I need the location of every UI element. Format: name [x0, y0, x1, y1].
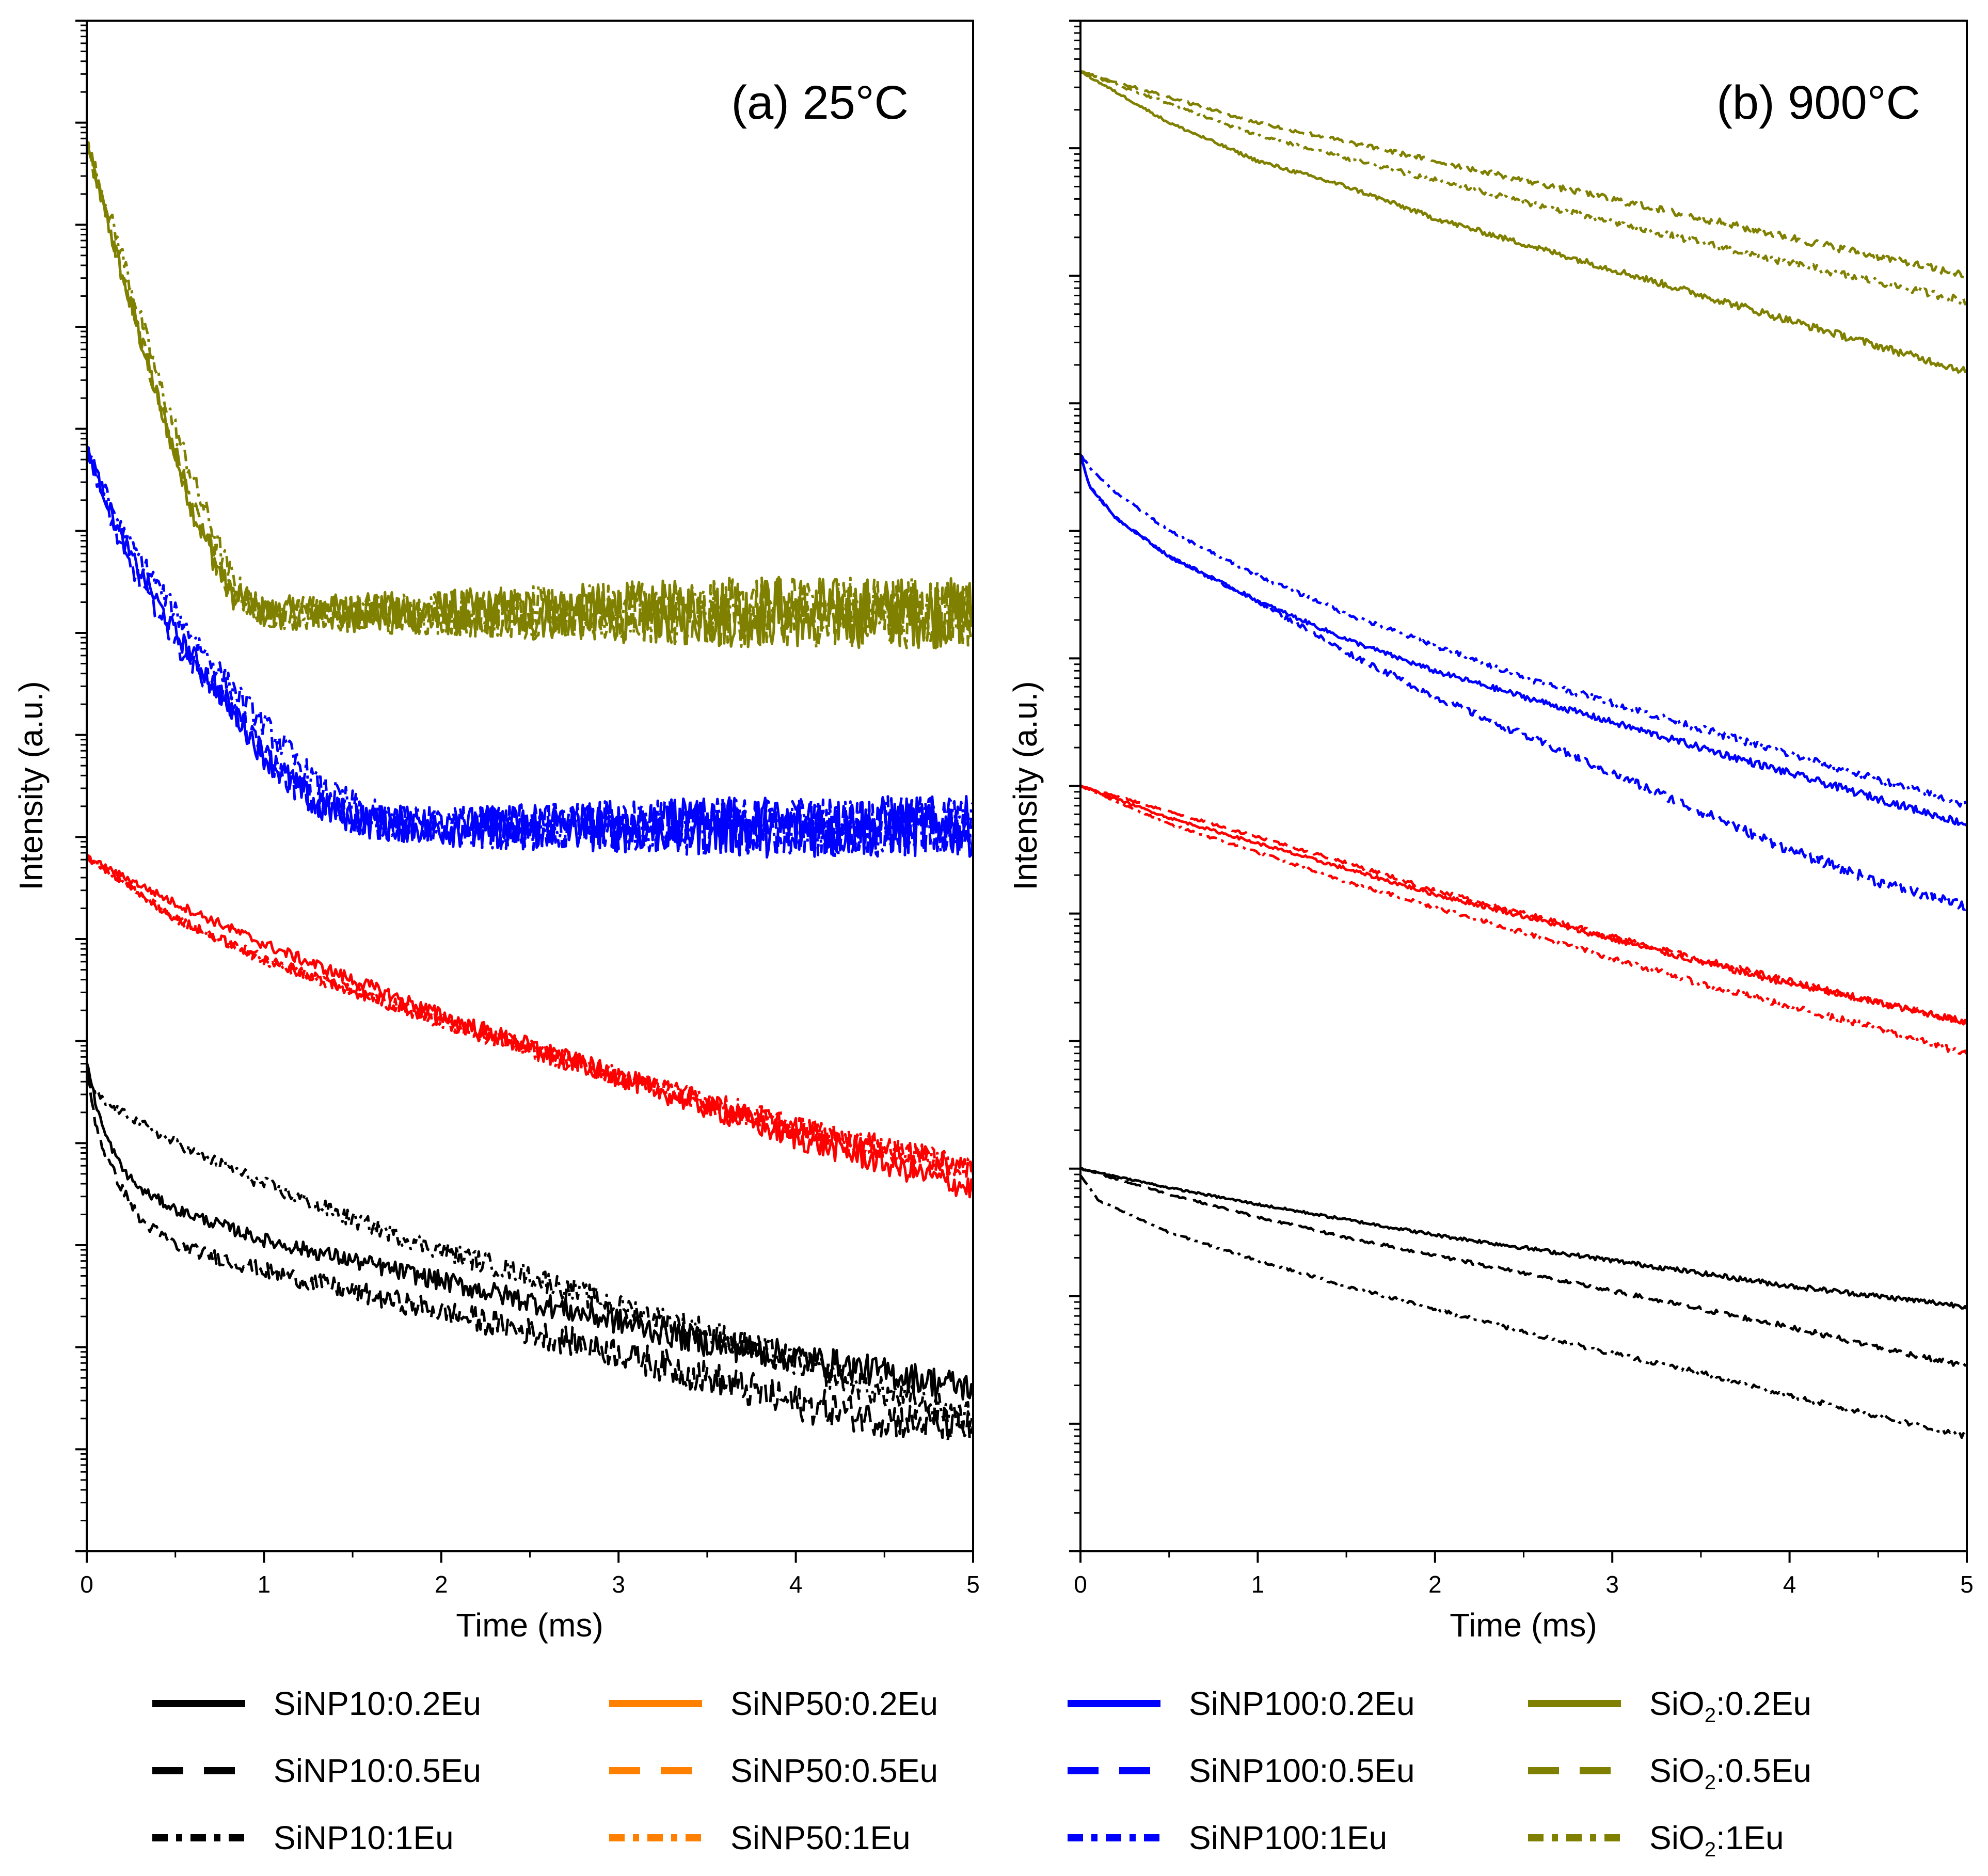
curve-a-sinp10-1eu [87, 1077, 973, 1433]
panel-b-ylabel: Intensity (a.u.) [1007, 681, 1044, 891]
legend-label-suffix: :1Eu [1716, 1819, 1784, 1856]
panel-b-title: (b) 900°C [1716, 76, 1920, 129]
panel-a-curves [87, 140, 973, 1443]
legend-label-sinp10-0-2eu: SiNP10:0.2Eu [274, 1685, 481, 1722]
legend-label-sio2-0-2eu: SiO2:0.2Eu [1649, 1685, 1811, 1727]
curve-b-sinp50-1eu [1080, 785, 1967, 1056]
legend-label-sinp10-1eu: SiNP10:1Eu [274, 1819, 454, 1856]
xtick-label-b-2: 2 [1428, 1571, 1442, 1598]
panel-a-25C: 0 1 2 3 4 5 (a) 25°C Time (ms) Intensity (a.u… [12, 20, 980, 1644]
legend-label-subscript: 2 [1705, 1771, 1716, 1794]
legend-label-text: SiNP50:0.5Eu [730, 1752, 938, 1789]
curve-b-sinp100-1eu [1080, 454, 1967, 809]
legend-label-base: SiO [1649, 1752, 1705, 1789]
legend-label-suffix: :0.5Eu [1716, 1752, 1811, 1789]
xtick-label-b-3: 3 [1605, 1571, 1619, 1598]
xtick-label-b-4: 4 [1783, 1571, 1796, 1598]
curve-a-sinp10-0-2eu [87, 1062, 973, 1401]
panel-b-curves [1080, 70, 1967, 1439]
legend-label-text: SiNP10:0.2Eu [274, 1685, 481, 1722]
legend-label-text: SiNP10:1Eu [274, 1819, 454, 1856]
panel-b-xlabel: Time (ms) [1450, 1607, 1597, 1644]
curve-a-sio2-1eu [87, 141, 973, 649]
legend-label-sinp50-1eu: SiNP50:1Eu [730, 1819, 911, 1856]
legend-label-sinp10-0-5eu: SiNP10:0.5Eu [274, 1752, 481, 1789]
panel-b-900C: 0 1 2 3 4 5 (b) 900°C Time (ms) Intensity (a.… [1007, 20, 1974, 1644]
legend-label-sinp100-0-2eu: SiNP100:0.2Eu [1189, 1685, 1415, 1722]
panel-a-ticks: 0 1 2 3 4 5 [75, 20, 980, 1598]
legend-label-text: SiNP50:0.2Eu [730, 1685, 938, 1722]
curve-b-sinp50-0-5eu [1080, 785, 1967, 1026]
legend-label-subscript: 2 [1705, 1838, 1716, 1861]
curve-a-sinp100-0-5eu [87, 447, 973, 857]
curve-a-sinp50-1eu [87, 856, 973, 1180]
legend-label-text: SiNP50:1Eu [730, 1819, 911, 1856]
curve-b-sinp100-0-5eu [1080, 454, 1967, 911]
legend-label-sio2-0-5eu: SiO2:0.5Eu [1649, 1752, 1811, 1794]
panel-a-title: (a) 25°C [731, 76, 909, 129]
xtick-label-a-5: 5 [966, 1571, 980, 1598]
legend-label-sio2-1eu: SiO2:1Eu [1649, 1819, 1784, 1861]
xtick-label-a-2: 2 [435, 1571, 448, 1598]
panel-a-xlabel: Time (ms) [456, 1607, 603, 1644]
legend-label-sinp50-0-2eu: SiNP50:0.2Eu [730, 1685, 938, 1722]
legend-label-text: SiNP100:0.2Eu [1189, 1685, 1415, 1722]
curve-b-sio2-0-2eu [1080, 70, 1967, 374]
legend: SiNP10:0.2Eu SiNP10:0.5Eu SiNP10:1Eu SiNP50… [152, 1685, 1811, 1861]
xtick-label-a-3: 3 [612, 1571, 625, 1598]
xtick-label-b-0: 0 [1074, 1571, 1087, 1598]
legend-label-sinp50-0-5eu: SiNP50:0.5Eu [730, 1752, 938, 1789]
legend-label-text: SiNP100:1Eu [1189, 1819, 1387, 1856]
legend-label-text: SiNP10:0.5Eu [274, 1752, 481, 1789]
legend-label-base: SiO [1649, 1819, 1705, 1856]
xtick-label-b-5: 5 [1960, 1571, 1974, 1598]
panel-b-ticks: 0 1 2 3 4 5 [1069, 20, 1974, 1598]
curve-a-sinp100-1eu [87, 446, 973, 859]
legend-label-suffix: :0.2Eu [1716, 1685, 1811, 1722]
curve-a-sinp10-0-5eu [87, 1068, 973, 1443]
xtick-label-a-0: 0 [80, 1571, 93, 1598]
panel-a-ylabel: Intensity (a.u.) [12, 681, 50, 891]
xtick-label-a-1: 1 [258, 1571, 271, 1598]
curve-b-sinp10-0-5eu [1080, 1167, 1967, 1368]
legend-label-sinp100-1eu: SiNP100:1Eu [1189, 1819, 1387, 1856]
xtick-label-a-4: 4 [789, 1571, 803, 1598]
legend-label-base: SiO [1649, 1685, 1705, 1722]
legend-label-sinp100-0-5eu: SiNP100:0.5Eu [1189, 1752, 1415, 1789]
curve-b-sio2-0-5eu [1080, 70, 1967, 279]
legend-label-text: SiNP100:0.5Eu [1189, 1752, 1415, 1789]
curve-b-sinp10-1eu [1080, 1174, 1967, 1439]
xtick-label-b-1: 1 [1251, 1571, 1265, 1598]
curve-b-sio2-1eu [1080, 70, 1967, 306]
legend-label-subscript: 2 [1705, 1704, 1716, 1727]
curve-b-sinp10-0-2eu [1080, 1167, 1967, 1310]
